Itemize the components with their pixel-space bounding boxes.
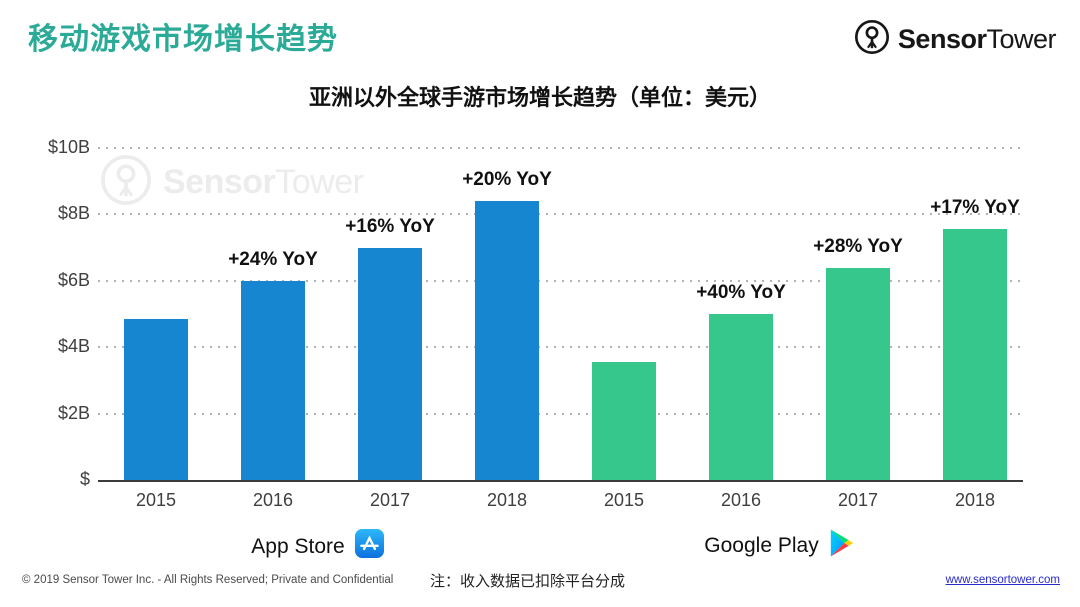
bar-app-store-2016 <box>241 280 305 480</box>
x-tick-label: 2017 <box>837 490 879 510</box>
bar-app-store-2015 <box>124 318 188 480</box>
chart-title: 亚洲以外全球手游市场增长趋势（单位：美元） <box>308 85 771 110</box>
bar-value-label: +20% YoY <box>462 169 552 191</box>
bar-value-label: +40% YoY <box>696 282 786 303</box>
bar-value-label: +28% YoY <box>813 235 903 257</box>
x-tick-label: 2018 <box>954 490 996 510</box>
gridline <box>98 412 1023 415</box>
bar-google-play-2018 <box>943 229 1007 480</box>
x-tick-label: 2015 <box>135 490 177 510</box>
y-tick-label: $6B <box>57 269 90 290</box>
y-tick-label: $8B <box>57 203 90 224</box>
x-tick-label: 2016 <box>720 490 762 510</box>
sensortower-logo-icon <box>853 18 891 61</box>
bar-app-store-2017 <box>358 247 422 480</box>
bar-google-play-2016 <box>709 314 773 480</box>
legend-google-play-label: Google Play <box>704 534 819 557</box>
sensortower-logo-text: SensorTower <box>897 24 1057 54</box>
gridline <box>98 213 1023 216</box>
y-tick-label: $4B <box>57 336 90 357</box>
y-tick-label: $10B <box>47 137 90 157</box>
x-tick-label: 2018 <box>486 490 528 510</box>
x-tick-label: 2015 <box>603 490 645 510</box>
x-tick-label: 2017 <box>369 490 411 510</box>
bar-google-play-2015 <box>592 362 656 480</box>
bar-chart: SensorTower $10B $8B $6B $4B $2B $2015 +24% Yo… <box>48 137 1023 510</box>
google-play-icon <box>828 528 856 564</box>
gridline <box>98 279 1023 282</box>
bar-value-label: +17% YoY <box>930 197 1020 219</box>
bar-app-store-2018 <box>475 201 539 480</box>
x-tick-label: 2016 <box>252 490 294 510</box>
y-tick-label: $2B <box>57 402 90 423</box>
x-axis-line <box>98 480 1023 482</box>
app-store-icon <box>354 528 385 565</box>
bar-value-label: +16% YoY <box>345 215 435 237</box>
sensortower-logo: SensorTower <box>853 18 1056 61</box>
gridline <box>98 346 1023 349</box>
gridline <box>98 147 1023 149</box>
legend-app-store: App Store <box>98 528 538 565</box>
watermark-logo-icon <box>98 152 154 213</box>
legend-google-play: Google Play <box>555 528 1005 564</box>
bar-google-play-2017 <box>826 267 890 480</box>
footer-copyright: © 2019 Sensor Tower Inc. - All Rights Re… <box>22 574 394 586</box>
footer-link[interactable]: www.sensortower.com <box>945 574 1060 586</box>
bar-value-label: +24% YoY <box>228 248 318 270</box>
footer-note: 注：收入数据已扣除平台分成 <box>430 573 626 590</box>
watermark-text: SensorTower <box>163 163 364 201</box>
y-tick-label: $ <box>79 469 90 489</box>
page-title: 移动游戏市场增长趋势 <box>28 23 338 56</box>
watermark: SensorTower <box>98 152 364 213</box>
legend-app-store-label: App Store <box>251 534 345 558</box>
